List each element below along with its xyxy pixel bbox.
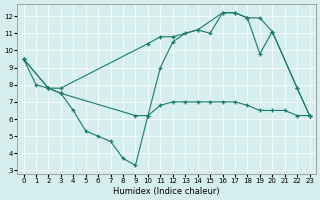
X-axis label: Humidex (Indice chaleur): Humidex (Indice chaleur) bbox=[113, 187, 220, 196]
